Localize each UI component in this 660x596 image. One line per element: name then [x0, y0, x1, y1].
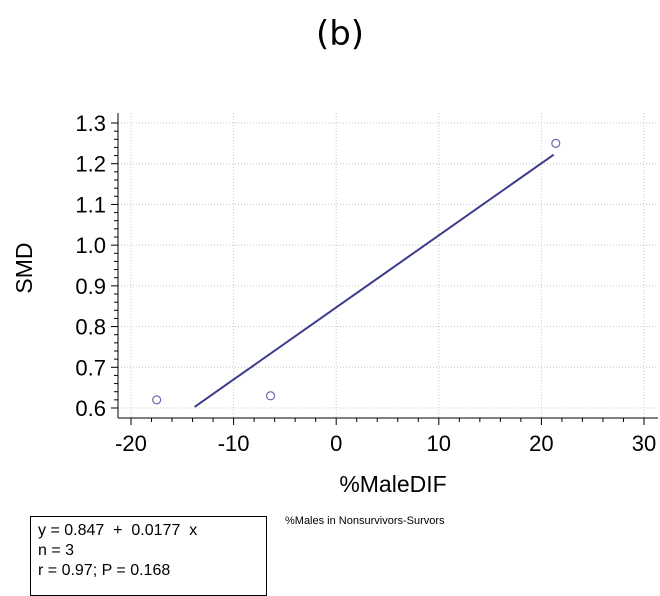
data-series	[152, 138, 561, 408]
regression-stats-box: y = 0.847 + 0.0177 x n = 3 r = 0.97; P =…	[30, 516, 267, 596]
x-tick-label: 20	[529, 431, 553, 456]
scatter-chart: 0.6 0.7 0.8 0.9 1.0 1.1 1.2 1.3 -20 -10 0 10 20 30 %…	[11, 111, 658, 497]
y-tick-label: 1.0	[75, 233, 106, 258]
sample-size: n = 3	[38, 542, 75, 559]
x-tick-label: 10	[427, 431, 451, 456]
data-point	[265, 391, 276, 401]
y-tick-label: 1.1	[75, 192, 106, 217]
x-axis-label: %MaleDIF	[339, 471, 446, 497]
y-tick-label: 0.6	[75, 396, 106, 421]
x-tick-label: -20	[115, 431, 147, 456]
axes	[111, 113, 658, 425]
grid-lines	[118, 113, 658, 418]
x-tick-label: 30	[632, 431, 656, 456]
correlation-p-value: r = 0.97; P = 0.168	[38, 562, 171, 579]
data-point	[152, 395, 162, 405]
x-tick-label: 0	[330, 431, 342, 456]
x-tick-label: -10	[218, 431, 250, 456]
panel-label: (b)	[315, 14, 365, 54]
y-tick-label: 0.9	[75, 274, 106, 299]
y-tick-label: 0.7	[75, 355, 106, 380]
y-axis-label: SMD	[11, 242, 37, 293]
chart-note: %Males in Nonsurvivors-Survors	[285, 515, 445, 527]
y-tick-label: 1.2	[75, 152, 106, 177]
regression-equation: y = 0.847 + 0.0177 x	[38, 522, 198, 539]
y-tick-label: 0.8	[75, 315, 106, 340]
y-tick-labels: 0.6 0.7 0.8 0.9 1.0 1.1 1.2 1.3	[75, 111, 106, 421]
data-point	[551, 138, 561, 148]
regression-line	[194, 153, 555, 408]
y-tick-label: 1.3	[75, 111, 106, 136]
x-tick-labels: -20 -10 0 10 20 30	[115, 431, 656, 456]
